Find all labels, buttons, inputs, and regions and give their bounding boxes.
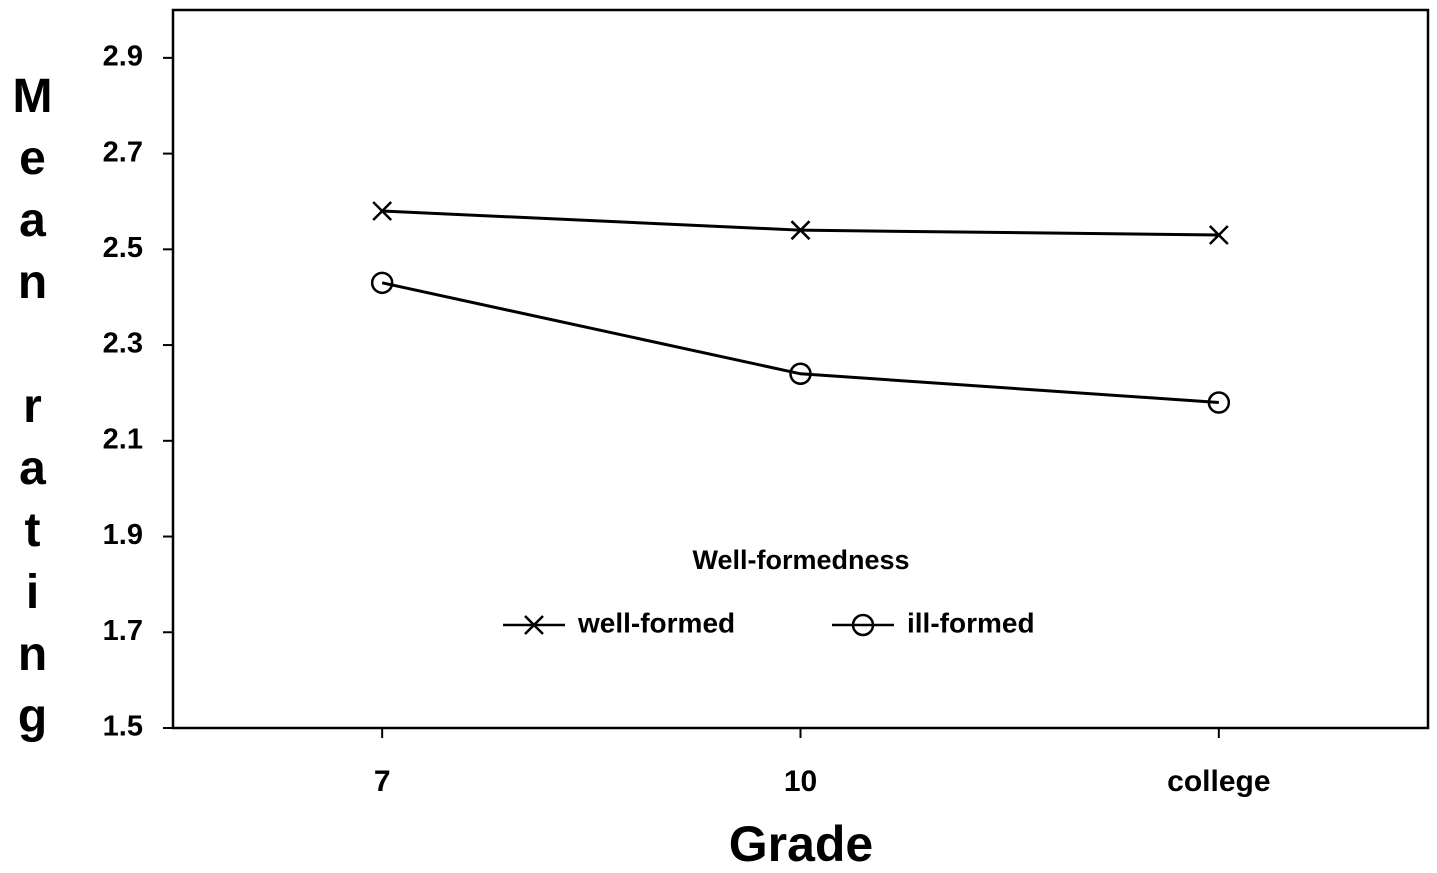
y-tick-label: 2.5	[103, 232, 143, 264]
legend-title: Well-formedness	[692, 545, 909, 575]
y-tick-label: 2.7	[103, 136, 143, 168]
x-tick-label: 10	[784, 765, 817, 798]
y-tick-label: 2.9	[103, 41, 143, 73]
x-axis-label: Grade	[729, 816, 874, 872]
y-tick-label: 2.3	[103, 328, 143, 360]
point-marker	[1208, 225, 1229, 245]
point-marker	[1207, 391, 1231, 414]
point-marker	[789, 362, 812, 386]
plot-frame	[171, 8, 1430, 730]
y-tick-label: 1.9	[103, 519, 143, 551]
x-tick-label: 7	[374, 765, 391, 798]
legend-marker	[524, 615, 544, 635]
series-line	[381, 281, 1219, 405]
y-tick-label: 1.5	[103, 711, 143, 743]
x-tick-label: college	[1167, 765, 1270, 798]
legend-marker	[851, 613, 875, 637]
point-marker	[790, 220, 811, 241]
point-marker	[372, 201, 393, 221]
y-tick-label: 2.1	[103, 423, 143, 455]
y-axis-label: Mean rating	[6, 70, 59, 752]
legend-label: ill-formed	[907, 607, 1035, 638]
legend-label: well-formed	[577, 607, 735, 638]
point-marker	[370, 271, 394, 295]
y-tick-label: 1.7	[103, 615, 143, 647]
